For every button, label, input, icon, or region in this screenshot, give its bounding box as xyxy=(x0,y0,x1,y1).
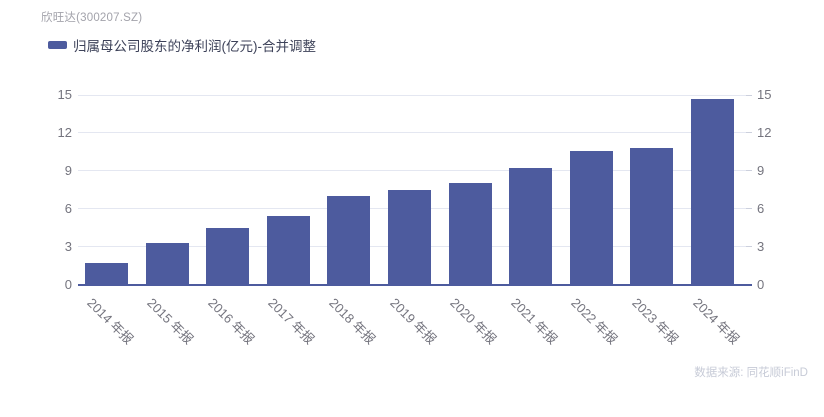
x-axis-label: 2021 年报 xyxy=(507,295,560,348)
legend-item[interactable]: 归属母公司股东的净利润(亿元)-合并调整 xyxy=(48,35,316,55)
x-axis-label: 2020 年报 xyxy=(447,295,500,348)
bar-2019[interactable] xyxy=(388,189,431,285)
bar-2017[interactable] xyxy=(266,216,310,285)
x-axis-label: 2024 年报 xyxy=(689,295,742,348)
y-axis-label-left: 12 xyxy=(57,124,72,140)
x-axis-label: 2015 年报 xyxy=(144,295,197,348)
gridline xyxy=(78,94,746,96)
bar-2022[interactable] xyxy=(569,150,613,285)
x-axis-line xyxy=(78,283,752,286)
chart-title: 欣旺达(300207.SZ) xyxy=(41,12,143,24)
y-axis-label-right: 12 xyxy=(757,124,772,140)
legend-marker-icon xyxy=(48,41,67,49)
y-axis-label-right: 0 xyxy=(757,276,765,292)
y-axis-tick xyxy=(746,132,752,134)
y-axis-label-left: 6 xyxy=(64,200,72,216)
data-source-note: 数据来源: 同花顺iFinD xyxy=(694,367,808,379)
y-axis-label-right: 3 xyxy=(757,238,765,254)
bar-2021[interactable] xyxy=(509,168,553,285)
x-axis-label: 2018 年报 xyxy=(326,295,379,348)
bar-2018[interactable] xyxy=(327,196,371,285)
x-axis-label: 2017 年报 xyxy=(265,295,318,348)
x-axis-label: 2023 年报 xyxy=(629,295,682,348)
y-axis-label-left: 0 xyxy=(64,276,72,292)
y-axis-label-left: 9 xyxy=(64,162,72,178)
legend-label: 归属母公司股东的净利润(亿元)-合并调整 xyxy=(73,39,316,54)
y-axis-tick xyxy=(746,94,752,96)
bar-2016[interactable] xyxy=(206,227,250,285)
bar-2020[interactable] xyxy=(448,183,492,285)
bar-2024[interactable] xyxy=(691,98,734,285)
x-axis-label: 2016 年报 xyxy=(204,295,257,348)
gridline xyxy=(78,170,746,172)
y-axis-tick xyxy=(746,170,752,172)
y-axis-label-right: 6 xyxy=(757,200,765,216)
y-axis-label-right: 9 xyxy=(757,162,765,178)
y-axis-label-right: 15 xyxy=(757,87,772,102)
bar-2014[interactable] xyxy=(85,263,128,285)
y-axis-tick xyxy=(746,246,752,248)
x-axis-label: 2022 年报 xyxy=(568,295,621,348)
gridline xyxy=(78,132,746,134)
y-axis-label-left: 3 xyxy=(64,238,72,254)
y-axis-label-left: 15 xyxy=(57,87,72,102)
bar-2015[interactable] xyxy=(145,242,189,285)
x-axis-label: 2014 年报 xyxy=(83,295,136,348)
y-axis-tick xyxy=(746,208,752,210)
bar-2023[interactable] xyxy=(630,148,674,285)
x-axis-label: 2019 年报 xyxy=(386,295,439,348)
